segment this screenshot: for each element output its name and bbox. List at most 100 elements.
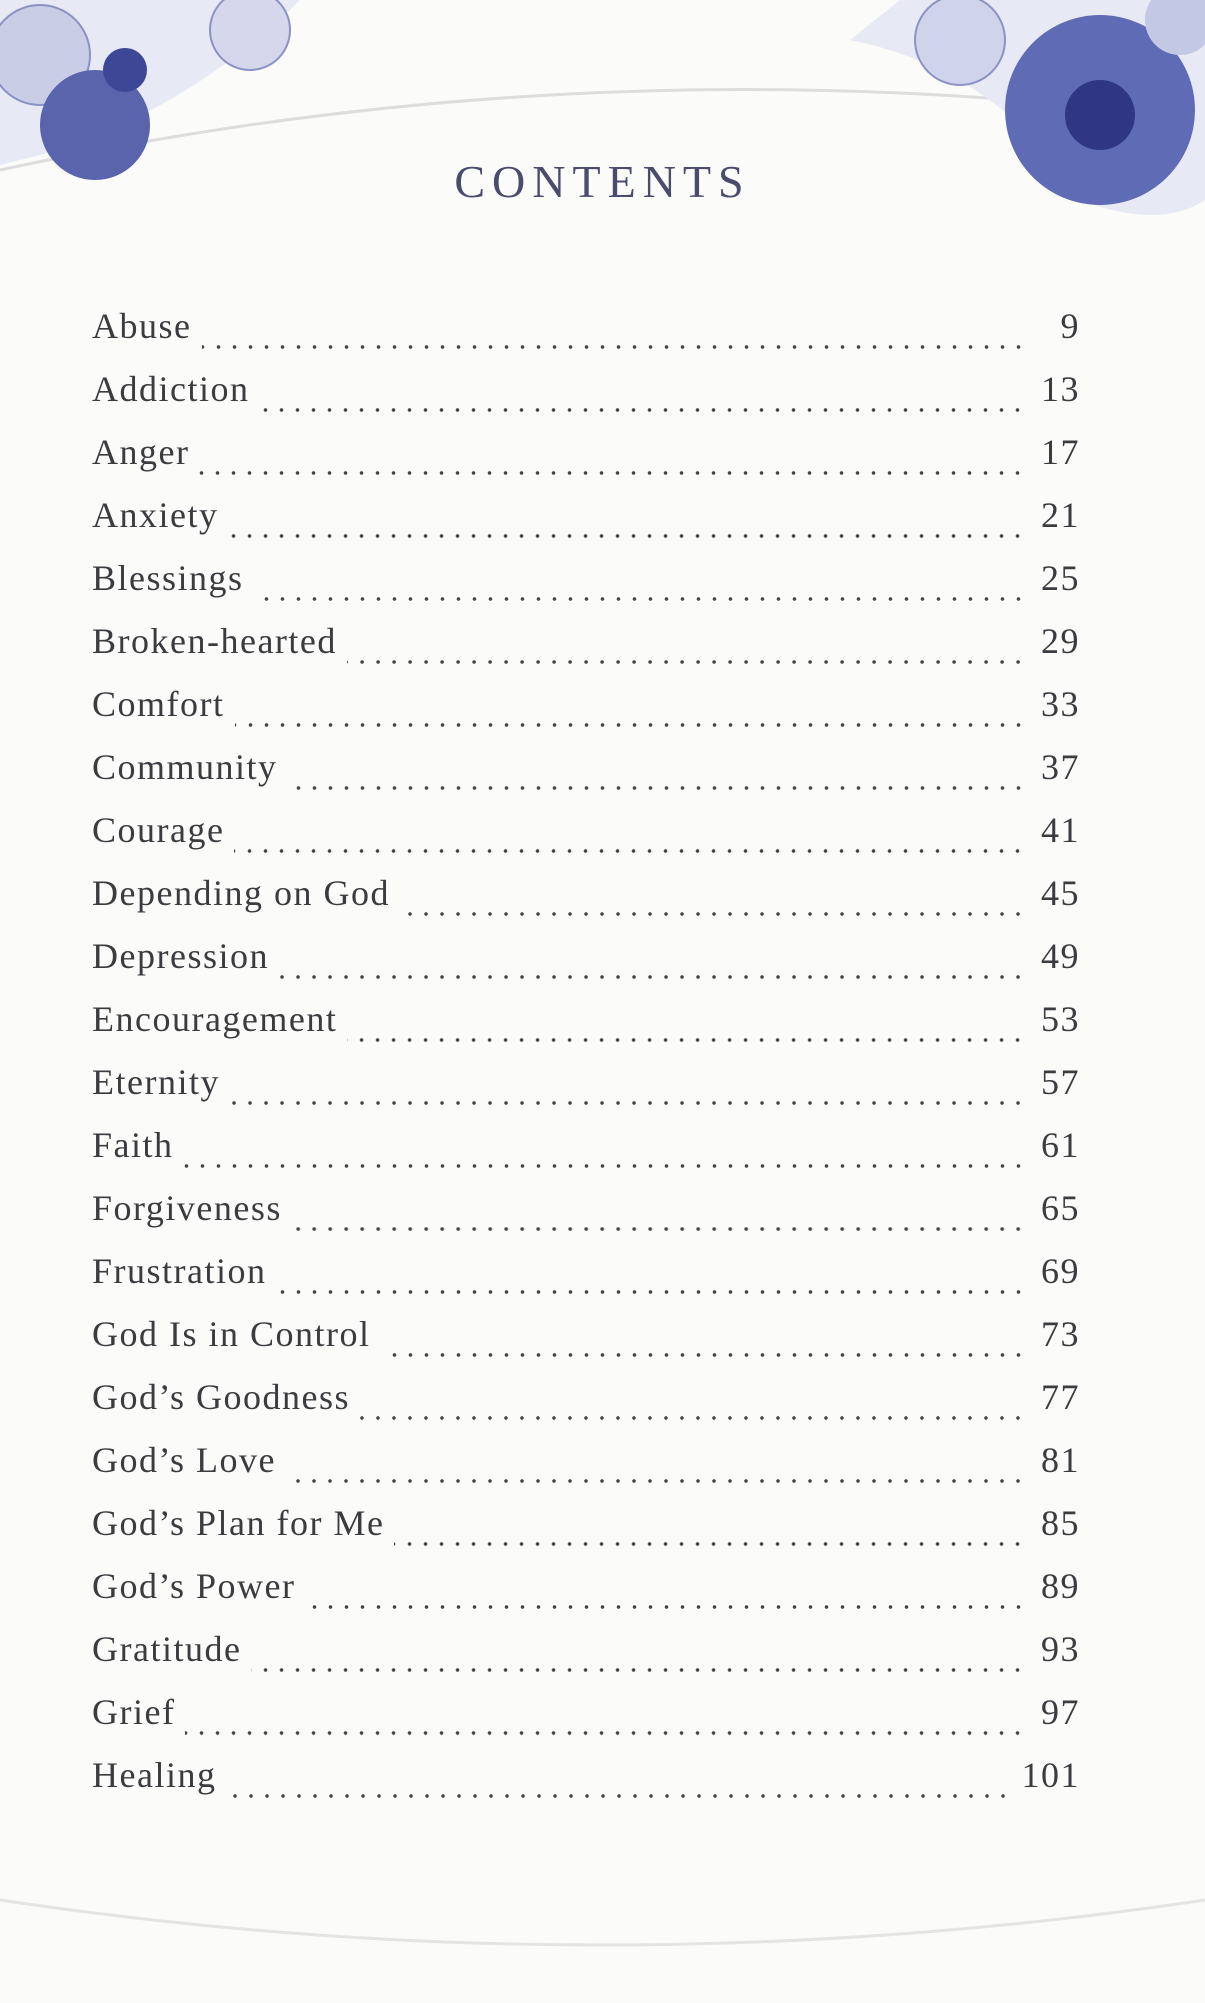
contents-entry: Grief 97 — [92, 1691, 1080, 1754]
dot-leader — [201, 344, 1026, 349]
contents-entry: Addiction 13 — [92, 368, 1080, 431]
page-number: 21 — [1041, 495, 1080, 535]
dot-leader — [346, 659, 1026, 664]
contents-entry: Courage 41 — [92, 809, 1080, 872]
page-number: 81 — [1041, 1440, 1080, 1480]
dot-leader — [251, 1667, 1026, 1672]
entry-label: Anxiety — [92, 495, 219, 535]
dot-leader — [285, 1478, 1026, 1483]
entry-label: Addiction — [92, 369, 250, 409]
page-number: 57 — [1041, 1062, 1080, 1102]
entry-label: Encouragement — [92, 999, 338, 1039]
dot-leader — [399, 911, 1026, 916]
page-number: 33 — [1041, 684, 1080, 724]
contents-entry: Depending on God 45 — [92, 872, 1080, 935]
dot-leader — [183, 1163, 1026, 1168]
entry-label: Gratitude — [92, 1629, 242, 1669]
entry-label: God’s Power — [92, 1566, 296, 1606]
contents-entry: Depression 49 — [92, 935, 1080, 998]
page-number: 45 — [1041, 873, 1080, 913]
page-number: 49 — [1041, 936, 1080, 976]
entry-label: Grief — [92, 1692, 176, 1732]
entry-label: Comfort — [92, 684, 225, 724]
page-number: 25 — [1041, 558, 1080, 598]
entry-label: Abuse — [92, 306, 192, 346]
contents-entry: Comfort 33 — [92, 683, 1080, 746]
flowers-left — [0, 0, 300, 180]
contents-entry: Frustration 69 — [92, 1250, 1080, 1313]
dot-leader — [253, 596, 1026, 601]
contents-list: Abuse 9 Addiction 13 Anger 17 Anxiety 21 Blessin… — [92, 305, 1080, 1817]
page-title: CONTENTS — [454, 156, 751, 207]
contents-entry: Abuse 9 — [92, 305, 1080, 368]
page-number: 41 — [1041, 810, 1080, 850]
entry-label: Healing — [92, 1755, 217, 1795]
dot-leader — [185, 1730, 1026, 1735]
entry-label: Depending on God — [92, 873, 390, 913]
bottom-border — [0, 1898, 1205, 1947]
dot-leader — [276, 1289, 1026, 1294]
page-number: 17 — [1041, 432, 1080, 472]
entry-label: Depression — [92, 936, 269, 976]
contents-entry: God’s Love 81 — [92, 1439, 1080, 1502]
dot-leader — [305, 1604, 1026, 1609]
page-number: 65 — [1041, 1188, 1080, 1228]
contents-entry: God’s Goodness 77 — [92, 1376, 1080, 1439]
dot-leader — [360, 1415, 1026, 1420]
page-number: 93 — [1041, 1629, 1080, 1669]
entry-label: Anger — [92, 432, 190, 472]
contents-entry: Gratitude 93 — [92, 1628, 1080, 1691]
contents-entry: God’s Plan for Me 85 — [92, 1502, 1080, 1565]
entry-label: Broken-hearted — [92, 621, 337, 661]
dot-leader — [234, 848, 1026, 853]
entry-label: Forgiveness — [92, 1188, 282, 1228]
contents-entry: Forgiveness 65 — [92, 1187, 1080, 1250]
flowers-right — [850, 0, 1205, 215]
page-number: 37 — [1041, 747, 1080, 787]
entry-label: God Is in Control — [92, 1314, 371, 1354]
contents-entry: Anxiety 21 — [92, 494, 1080, 557]
dot-leader — [287, 785, 1026, 790]
contents-entry: God’s Power 89 — [92, 1565, 1080, 1628]
entry-label: God’s Love — [92, 1440, 276, 1480]
page-number: 97 — [1041, 1692, 1080, 1732]
contents-entry: Faith 61 — [92, 1124, 1080, 1187]
page-number: 77 — [1041, 1377, 1080, 1417]
dot-leader — [259, 407, 1026, 412]
dot-leader — [229, 1100, 1026, 1105]
contents-entry: God Is in Control 73 — [92, 1313, 1080, 1376]
dot-leader — [380, 1352, 1026, 1357]
page-number: 101 — [1021, 1755, 1080, 1795]
contents-entry: Anger 17 — [92, 431, 1080, 494]
page-number: 29 — [1041, 621, 1080, 661]
entry-label: Blessings — [92, 558, 244, 598]
contents-entry: Blessings 25 — [92, 557, 1080, 620]
page-number: 53 — [1041, 999, 1080, 1039]
dot-leader — [234, 722, 1026, 727]
dot-leader — [226, 1793, 1012, 1798]
contents-entry: Healing 101 — [92, 1754, 1080, 1817]
contents-entry: Encouragement 53 — [92, 998, 1080, 1061]
contents-entry: Eternity 57 — [92, 1061, 1080, 1124]
page-number: 9 — [1060, 306, 1080, 346]
dot-leader — [199, 470, 1026, 475]
entry-label: Faith — [92, 1125, 174, 1165]
page-number: 61 — [1041, 1125, 1080, 1165]
entry-label: God’s Goodness — [92, 1377, 351, 1417]
page-number: 73 — [1041, 1314, 1080, 1354]
dot-leader — [347, 1037, 1026, 1042]
dot-leader — [291, 1226, 1026, 1231]
contents-entry: Broken-hearted 29 — [92, 620, 1080, 683]
dot-leader — [394, 1541, 1026, 1546]
entry-label: Eternity — [92, 1062, 220, 1102]
entry-label: God’s Plan for Me — [92, 1503, 385, 1543]
dot-leader — [278, 974, 1026, 979]
page-number: 13 — [1041, 369, 1080, 409]
dot-leader — [228, 533, 1026, 538]
entry-label: Courage — [92, 810, 225, 850]
entry-label: Community — [92, 747, 278, 787]
page-number: 85 — [1041, 1503, 1080, 1543]
page-number: 69 — [1041, 1251, 1080, 1291]
